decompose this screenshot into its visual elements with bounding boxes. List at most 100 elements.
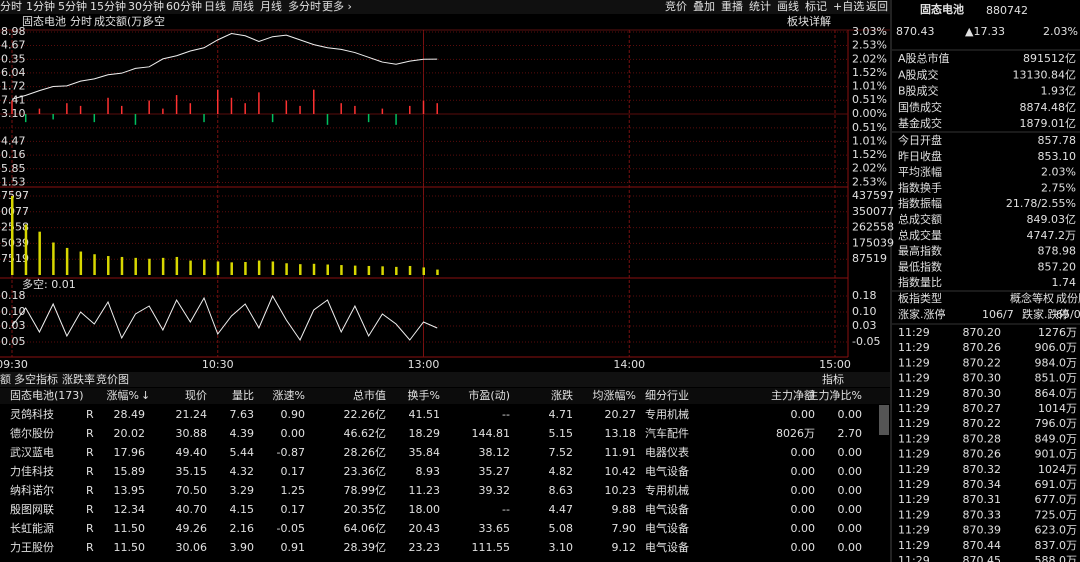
period-tab[interactable]: 月线 [260, 0, 282, 13]
info-value: 21.78/2.55% [1006, 197, 1076, 210]
dk-tick-label: -0.05 [852, 335, 880, 348]
tick-time: 11:29 [898, 539, 930, 552]
table-header: 固态电池(173) [10, 389, 84, 402]
table-cell: 0.90 [281, 408, 306, 421]
table-cell: 电器仪表 [645, 445, 689, 459]
table-header: 换手% [408, 388, 440, 402]
volume-bar [93, 254, 96, 275]
sub-tab[interactable]: 多空指标 [14, 372, 58, 386]
table-cell: 23.36亿 [344, 465, 387, 478]
type-link[interactable]: 等权 [1032, 291, 1054, 305]
info-label: 最高指数 [898, 244, 942, 258]
sub-tab[interactable]: 涨跌率 [62, 372, 95, 386]
period-tab[interactable]: 分时 [0, 0, 22, 13]
tick-price: 870.26 [963, 341, 1002, 354]
info-value: 878.98 [1038, 245, 1077, 258]
toolbar-action[interactable]: 画线 [777, 0, 799, 13]
info-label: 指数量比 [898, 275, 942, 289]
table-cell: 电气设备 [645, 521, 689, 535]
detail-button[interactable]: 板块详解 [787, 14, 831, 28]
pct-tick-label: 0.51% [852, 93, 887, 106]
scrollbar[interactable] [879, 405, 889, 435]
tick-volume: 691.0万 [1035, 478, 1078, 491]
table-header: 主力净比% [808, 388, 862, 402]
table-cell: 40.70 [176, 503, 208, 516]
stock-name[interactable]: 纳科诺尔 [10, 483, 54, 497]
dk-tick-label: 0.18 [852, 289, 877, 302]
info-value: 1.93亿 [1041, 85, 1077, 98]
stock-name[interactable]: 力佳科技 [10, 464, 54, 478]
table-cell: 0.00 [791, 484, 816, 497]
index-pct: 2.03% [1043, 25, 1078, 38]
tick-volume: 677.0万 [1035, 493, 1078, 506]
info-label: 指数换手 [898, 180, 942, 194]
type-link[interactable]: 概念 [1010, 291, 1032, 305]
period-tab[interactable]: 30分钟 [128, 0, 164, 13]
pct-tick-label: 1.01% [852, 134, 887, 147]
table-header-bg [0, 388, 890, 404]
info-label: 国债成交 [898, 100, 942, 114]
tick-time: 11:29 [898, 524, 930, 537]
toolbar-action[interactable]: +自选 [833, 0, 864, 13]
toolbar-action[interactable]: 重播 [721, 0, 743, 13]
volume-bar [367, 265, 371, 275]
table-cell: 8.63 [549, 484, 574, 497]
period-tab[interactable]: 5分钟 [58, 0, 87, 13]
volume-bar [79, 251, 83, 275]
table-cell: 22.26亿 [344, 408, 387, 421]
volume-bar [408, 265, 412, 275]
period-tab[interactable]: 1分钟 [26, 0, 55, 13]
tick-time: 11:29 [898, 448, 930, 461]
period-tab[interactable]: 日线 [204, 0, 226, 13]
table-cell: 49.26 [176, 522, 208, 535]
table-cell: 0.00 [838, 503, 863, 516]
dk-tick-label: 0.18 [1, 289, 26, 302]
table-cell: 9.88 [612, 503, 637, 516]
stock-name[interactable]: 力王股份 [10, 541, 54, 554]
period-tab[interactable]: 60分钟 [166, 0, 202, 13]
info-value: 65/0 [1056, 308, 1080, 321]
table-header: 量比 [232, 389, 254, 402]
table-header: 现价 [185, 389, 207, 402]
table-cell: 4.71 [549, 408, 574, 421]
period-tab[interactable]: 更多 › [322, 0, 352, 13]
sort-arrow: ↓ [141, 389, 150, 402]
info-label: A股总市值 [898, 51, 950, 65]
stock-name[interactable]: 武汉蓝电 [10, 446, 54, 459]
table-cell: 7.63 [230, 408, 255, 421]
toolbar-bg [0, 0, 890, 14]
time-label: 15:00 [819, 358, 851, 371]
stock-name[interactable]: 长虹能源 [10, 521, 54, 535]
tick-price: 870.32 [963, 463, 1002, 476]
table-cell: 0.00 [281, 427, 306, 440]
tick-price: 870.34 [963, 478, 1002, 491]
pct-tick-label: 2.02% [852, 162, 887, 175]
toolbar-action[interactable]: 标记 [805, 0, 827, 13]
toolbar-action[interactable]: 叠加 [693, 0, 715, 13]
period-tab[interactable]: 多分时 [288, 0, 321, 13]
tick-volume: 1014万 [1038, 402, 1077, 415]
stock-name[interactable]: 德尔股份 [10, 426, 54, 440]
tick-time: 11:29 [898, 554, 930, 562]
stock-name[interactable]: 殷图网联 [10, 503, 54, 516]
table-cell: 13.95 [114, 484, 146, 497]
toolbar-action[interactable]: 统计 [749, 0, 771, 13]
type-link[interactable]: 成份股 [1056, 292, 1080, 305]
pct-tick-label: 2.53% [852, 39, 887, 52]
toolbar-action[interactable]: 返回 [866, 0, 888, 13]
table-cell: 8026万 [776, 427, 815, 440]
sub-tab[interactable]: 额 [0, 373, 11, 386]
table-cell: 4.15 [230, 503, 255, 516]
stock-name[interactable]: 灵鸽科技 [10, 407, 54, 421]
tick-volume: 623.0万 [1035, 524, 1078, 537]
price-tick-label: 1.72 [1, 80, 26, 93]
tick-time: 11:29 [898, 356, 930, 369]
toolbar-action[interactable]: 竞价 [665, 0, 687, 13]
sub-tab[interactable]: 竞价图 [96, 372, 129, 386]
tick-price: 870.44 [963, 539, 1002, 552]
period-tab[interactable]: 15分钟 [90, 0, 126, 13]
period-tab[interactable]: 周线 [232, 0, 254, 13]
table-cell: 0.00 [838, 465, 863, 478]
r-tag: R [86, 427, 94, 440]
indicator-button[interactable]: 指标 [822, 372, 844, 386]
